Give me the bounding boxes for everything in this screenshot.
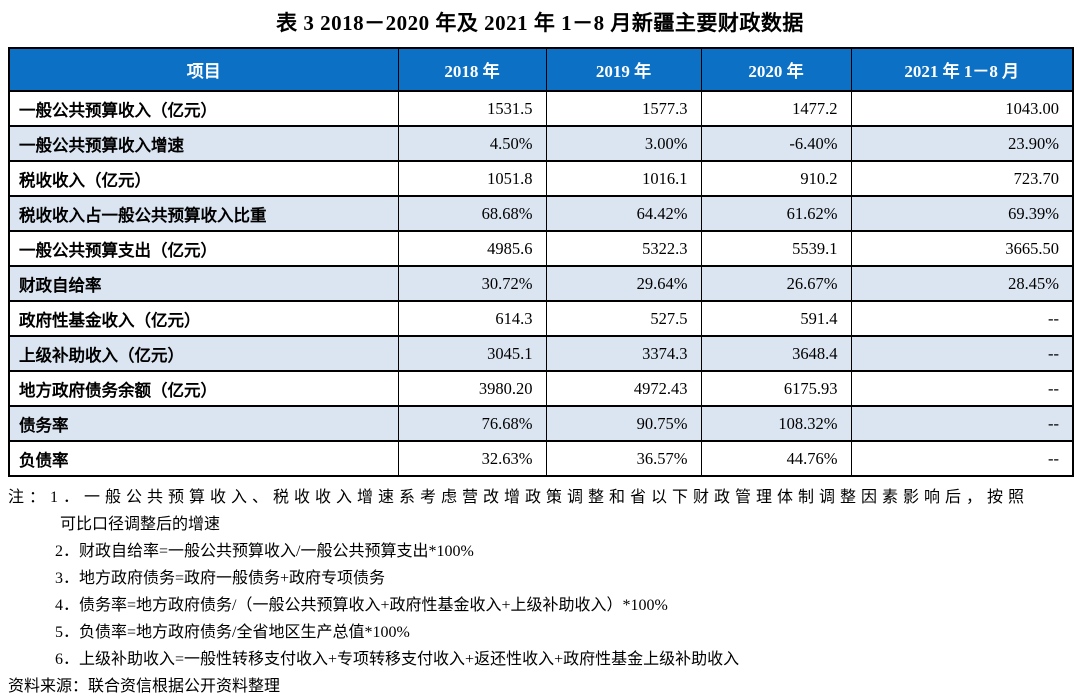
fiscal-data-table: 项目 2018 年 2019 年 2020 年 2021 年 1－8 月 一般公…	[8, 47, 1074, 477]
note-line-1b: 可比口径调整后的增速	[60, 516, 221, 533]
table-header-row: 项目 2018 年 2019 年 2020 年 2021 年 1－8 月	[8, 47, 1074, 92]
value-cell: 3045.1	[397, 335, 547, 372]
value-cell: 90.75%	[545, 405, 702, 442]
value-cell: 4972.43	[545, 370, 702, 407]
value-cell: 44.76%	[700, 440, 852, 477]
value-cell: 4.50%	[397, 125, 547, 162]
note-line-3: 3．地方政府债务=政府一般债务+政府专项债务	[55, 570, 386, 587]
value-cell: 1531.5	[397, 90, 547, 127]
table-row: 一般公共预算收入（亿元） 1531.5 1577.3 1477.2 1043.0…	[8, 90, 1074, 127]
note-line-5: 5．负债率=地方政府债务/全省地区生产总值*100%	[55, 624, 410, 641]
value-cell: 6175.93	[700, 370, 852, 407]
row-label: 一般公共预算支出（亿元）	[8, 230, 399, 267]
value-cell: 68.68%	[397, 195, 547, 232]
source-line: 资料来源：联合资信根据公开资料整理	[8, 678, 281, 695]
note-line-6: 6．上级补助收入=一般性转移支付收入+专项转移支付收入+返还性收入+政府性基金上…	[55, 651, 740, 668]
value-cell: --	[850, 405, 1074, 442]
value-cell: 1016.1	[545, 160, 702, 197]
table-row: 负债率 32.63% 36.57% 44.76% --	[8, 440, 1074, 477]
value-cell: 4985.6	[397, 230, 547, 267]
row-label: 上级补助收入（亿元）	[8, 335, 399, 372]
value-cell: 5322.3	[545, 230, 702, 267]
row-label: 地方政府债务余额（亿元）	[8, 370, 399, 407]
row-label: 一般公共预算收入增速	[8, 125, 399, 162]
table-row: 税收收入（亿元） 1051.8 1016.1 910.2 723.70	[8, 160, 1074, 197]
value-cell: 3648.4	[700, 335, 852, 372]
value-cell: 32.63%	[397, 440, 547, 477]
value-cell: 3665.50	[850, 230, 1074, 267]
value-cell: 3980.20	[397, 370, 547, 407]
value-cell: 1051.8	[397, 160, 547, 197]
value-cell: 23.90%	[850, 125, 1074, 162]
value-cell: 1043.00	[850, 90, 1074, 127]
value-cell: --	[850, 440, 1074, 477]
value-cell: 527.5	[545, 300, 702, 337]
value-cell: 910.2	[700, 160, 852, 197]
note-line-2: 2．财政自给率=一般公共预算收入/一般公共预算支出*100%	[55, 543, 474, 560]
row-label: 财政自给率	[8, 265, 399, 302]
row-label: 负债率	[8, 440, 399, 477]
value-cell: 1577.3	[545, 90, 702, 127]
table-row: 税收收入占一般公共预算收入比重 68.68% 64.42% 61.62% 69.…	[8, 195, 1074, 232]
value-cell: 26.67%	[700, 265, 852, 302]
row-label: 税收收入占一般公共预算收入比重	[8, 195, 399, 232]
row-label: 政府性基金收入（亿元）	[8, 300, 399, 337]
note-line-4: 4．债务率=地方政府债务/（一般公共预算收入+政府性基金收入+上级补助收入）*1…	[55, 597, 668, 614]
value-cell: 1477.2	[700, 90, 852, 127]
value-cell: 76.68%	[397, 405, 547, 442]
column-header-2018: 2018 年	[397, 47, 547, 92]
table-row: 债务率 76.68% 90.75% 108.32% --	[8, 405, 1074, 442]
row-label: 债务率	[8, 405, 399, 442]
value-cell: 30.72%	[397, 265, 547, 302]
value-cell: 614.3	[397, 300, 547, 337]
value-cell: 61.62%	[700, 195, 852, 232]
value-cell: --	[850, 335, 1074, 372]
value-cell: -6.40%	[700, 125, 852, 162]
table-row: 财政自给率 30.72% 29.64% 26.67% 28.45%	[8, 265, 1074, 302]
value-cell: 5539.1	[700, 230, 852, 267]
value-cell: 28.45%	[850, 265, 1074, 302]
value-cell: 3.00%	[545, 125, 702, 162]
value-cell: 69.39%	[850, 195, 1074, 232]
value-cell: 3374.3	[545, 335, 702, 372]
value-cell: --	[850, 370, 1074, 407]
column-header-2019: 2019 年	[545, 47, 702, 92]
value-cell: 108.32%	[700, 405, 852, 442]
table-row: 政府性基金收入（亿元） 614.3 527.5 591.4 --	[8, 300, 1074, 337]
row-label: 一般公共预算收入（亿元）	[8, 90, 399, 127]
value-cell: 29.64%	[545, 265, 702, 302]
column-header-2021: 2021 年 1－8 月	[850, 47, 1074, 92]
row-label: 税收收入（亿元）	[8, 160, 399, 197]
note-line-1: 注：1．一般公共预算收入、税收收入增速系考虑营改增政策调整和省以下财政管理体制调…	[8, 489, 1030, 506]
value-cell: 64.42%	[545, 195, 702, 232]
value-cell: 591.4	[700, 300, 852, 337]
value-cell: --	[850, 300, 1074, 337]
value-cell: 723.70	[850, 160, 1074, 197]
table-row: 一般公共预算收入增速 4.50% 3.00% -6.40% 23.90%	[8, 125, 1074, 162]
column-header-2020: 2020 年	[700, 47, 852, 92]
table-row: 地方政府债务余额（亿元） 3980.20 4972.43 6175.93 --	[8, 370, 1074, 407]
column-header-item: 项目	[8, 47, 399, 92]
table-row: 一般公共预算支出（亿元） 4985.6 5322.3 5539.1 3665.5…	[8, 230, 1074, 267]
value-cell: 36.57%	[545, 440, 702, 477]
table-title: 表 3 2018－2020 年及 2021 年 1－8 月新疆主要财政数据	[276, 11, 804, 35]
table-notes: 注：1．一般公共预算收入、税收收入增速系考虑营改增政策调整和省以下财政管理体制调…	[8, 484, 1048, 700]
table-row: 上级补助收入（亿元） 3045.1 3374.3 3648.4 --	[8, 335, 1074, 372]
